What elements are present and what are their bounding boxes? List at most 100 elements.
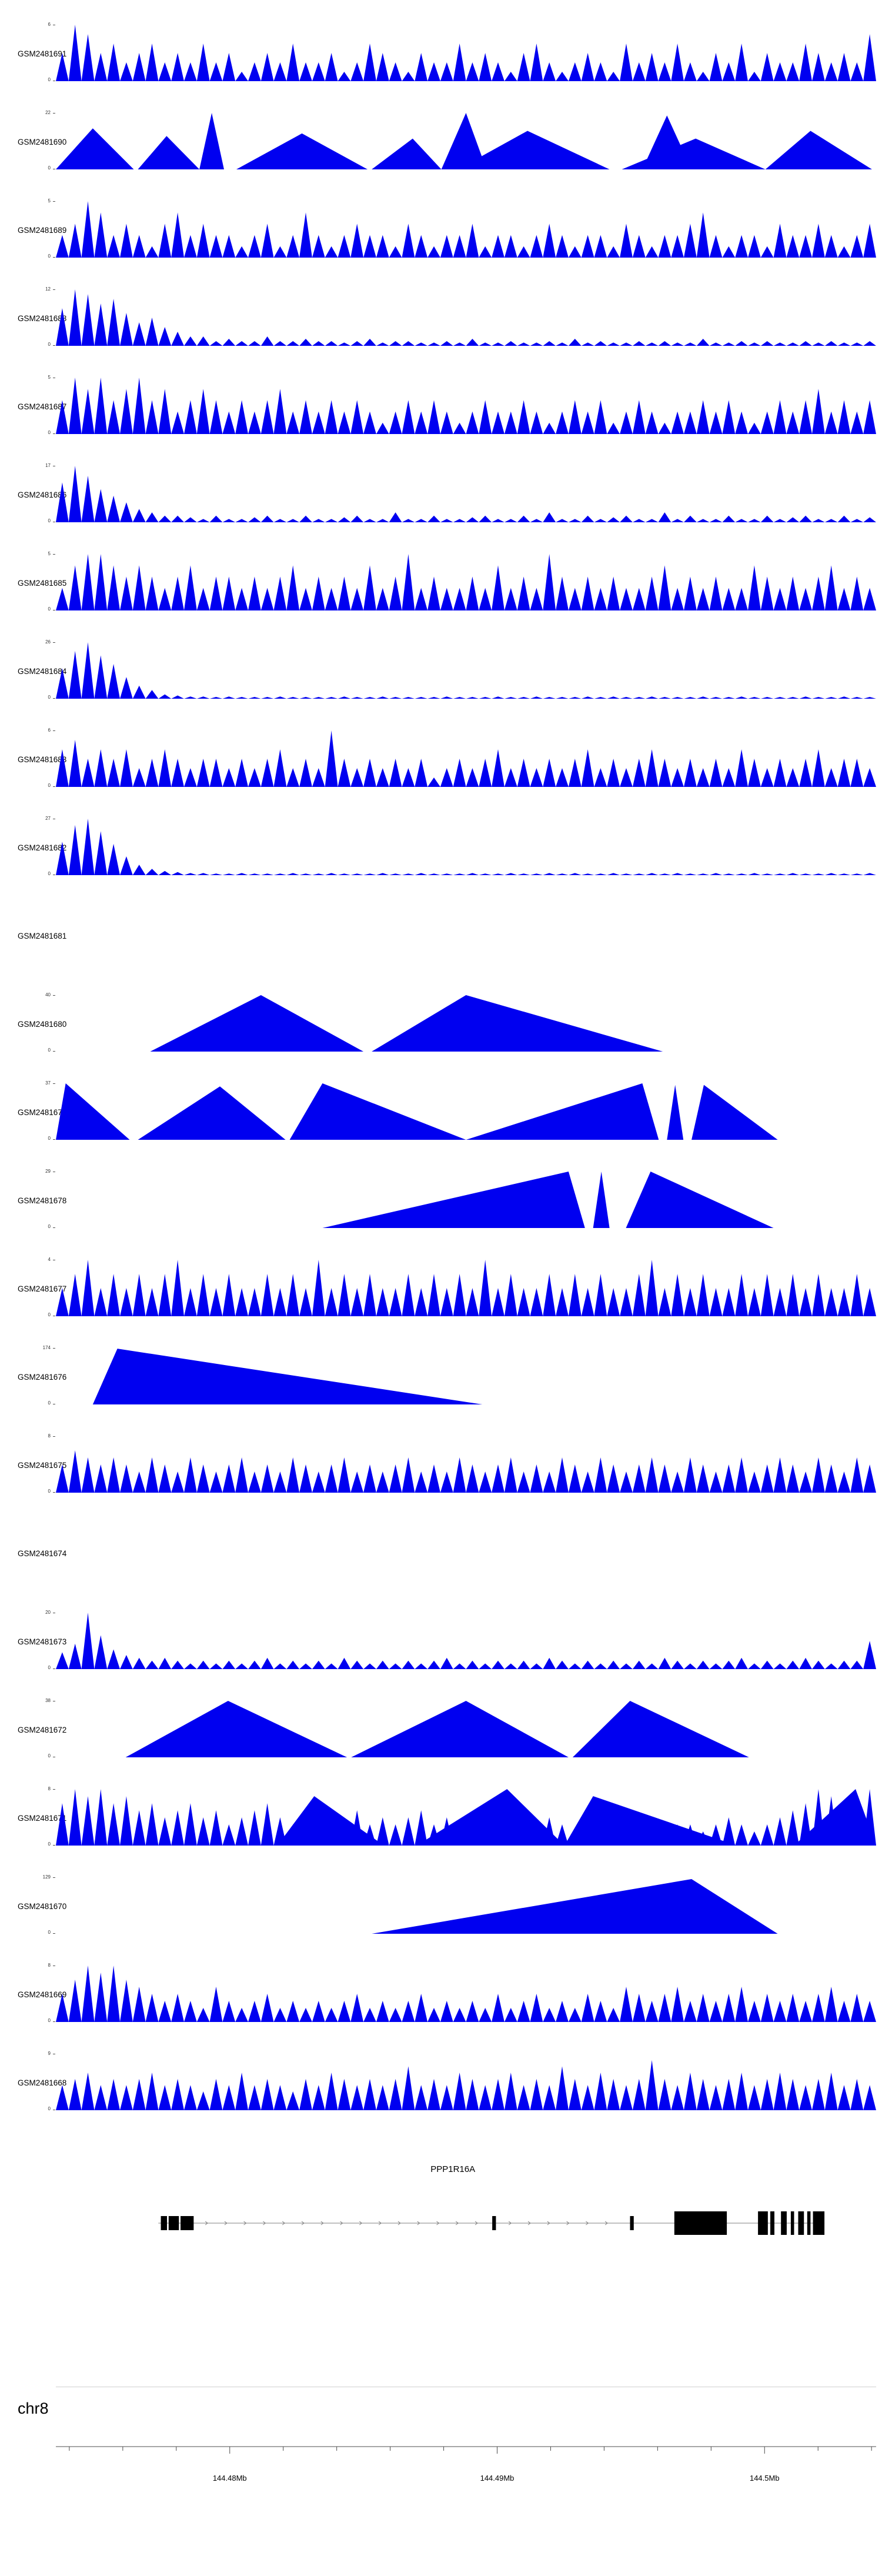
coverage-plot [150,995,663,1052]
exon-box [674,2211,727,2235]
strand-arrow-icon [417,2221,420,2225]
y-axis-tick [53,786,55,787]
track-label: GSM2481679 [18,1108,67,1117]
y-axis-max-label: 40 [45,992,51,997]
gene-name-label: PPP1R16A [430,2164,476,2174]
genome-axis: 144.48Mb 144.49Mb 144.5Mb [56,2446,876,2482]
y-axis-zero-label: 0 [48,1753,51,1759]
track-row: GSM2481674 [0,1516,882,1604]
track-label: GSM2481672 [18,1726,67,1734]
strand-arrow-icon [475,2221,478,2225]
y-axis-max-label: 8 [48,1433,51,1439]
coverage-plot [56,25,876,81]
strand-arrow-icon [604,2221,608,2225]
coverage-plot [92,1349,483,1404]
strand-arrow-icon [263,2221,266,2225]
coverage-plot [56,819,876,875]
track-row: GSM2481690 22 0 [0,105,882,193]
strand-arrow-icon [301,2221,305,2225]
y-axis-zero-label: 0 [48,430,51,435]
track-label: GSM2481682 [18,843,67,852]
y-axis-max-label: 37 [45,1080,51,1086]
track-row: GSM2481688 12 0 [0,281,882,369]
track-label: GSM2481689 [18,226,67,235]
exon-box [168,2216,179,2230]
y-axis-zero-label: 0 [48,783,51,788]
coverage-plot [372,1879,778,1934]
track-label: GSM2481685 [18,579,67,588]
y-axis-tick [53,1492,55,1493]
exon-box [781,2211,787,2235]
track-label: GSM2481675 [18,1461,67,1470]
y-axis-tick [53,201,55,202]
track-label: GSM2481670 [18,1902,67,1911]
y-axis-max-label: 5 [48,551,51,556]
coverage-plot [56,289,876,346]
axis-tick-label: 144.49Mb [480,2474,514,2482]
y-axis-zero-label: 0 [48,1047,51,1053]
y-axis-tick [53,113,55,114]
y-axis-tick [53,730,55,731]
y-axis-tick [53,1845,55,1846]
track-label: GSM2481676 [18,1373,67,1382]
coverage-plot [56,1450,876,1493]
y-axis-tick [53,1789,55,1790]
track-label: GSM2481671 [18,1814,67,1823]
y-axis-max-label: 27 [45,816,51,821]
exon-box [758,2211,768,2235]
y-axis-max-label: 129 [42,1874,51,1880]
y-axis-tick [53,1227,55,1228]
coverage-plot [322,1172,774,1228]
strand-arrow-icon [205,2221,208,2225]
y-axis-zero-label: 0 [48,1489,51,1494]
y-axis-max-label: 29 [45,1169,51,1174]
y-axis-tick [53,1436,55,1437]
y-axis-zero-label: 0 [48,2106,51,2111]
track-row: GSM2481677 4 0 [0,1252,882,1340]
track-row: GSM2481685 5 0 [0,546,882,634]
track-label: GSM2481674 [18,1549,67,1558]
y-axis-zero-label: 0 [48,342,51,347]
track-label: GSM2481688 [18,314,67,323]
strand-arrow-icon [527,2221,531,2225]
y-axis-zero-label: 0 [48,1841,51,1847]
track-row: GSM2481673 20 0 [0,1604,882,1693]
exon-box [813,2211,825,2235]
y-axis-zero-label: 0 [48,1312,51,1317]
y-axis-tick [53,698,55,699]
coverage-plot [56,730,876,787]
y-axis-zero-label: 0 [48,695,51,700]
track-row: GSM2481675 8 0 [0,1428,882,1516]
y-axis-tick [53,642,55,643]
y-axis-tick [53,2021,55,2022]
coverage-plot [125,1701,749,1757]
strand-arrow-icon [359,2221,363,2225]
y-axis-zero-label: 0 [48,165,51,171]
track-label: GSM2481680 [18,1020,67,1029]
coverage-plot [56,1966,876,2022]
track-row: GSM2481686 17 0 [0,458,882,546]
track-label: GSM2481678 [18,1196,67,1205]
track-row: GSM2481683 6 0 [0,722,882,810]
y-axis-tick [53,1348,55,1349]
strand-arrow-icon [378,2221,382,2225]
y-axis-max-label: 17 [45,463,51,468]
y-axis-max-label: 6 [48,728,51,733]
y-axis-tick [53,995,55,996]
exon-box [807,2211,811,2235]
track-row: GSM2481680 40 0 [0,987,882,1075]
strand-arrow-icon [508,2221,512,2225]
coverage-plot [56,554,876,610]
track-row: GSM2481669 8 0 [0,1957,882,2046]
chromosome-label: chr8 [18,2400,49,2417]
track-row: GSM2481687 5 0 [0,369,882,458]
y-axis-max-label: 6 [48,22,51,27]
y-axis-max-label: 22 [45,110,51,115]
strand-arrow-icon [397,2221,401,2225]
y-axis-zero-label: 0 [48,871,51,876]
track-row: GSM2481670 129 0 [0,1869,882,1957]
coverage-plot [56,113,872,169]
y-axis-zero-label: 0 [48,1224,51,1229]
y-axis-tick [53,257,55,258]
exon-box [492,2216,496,2230]
